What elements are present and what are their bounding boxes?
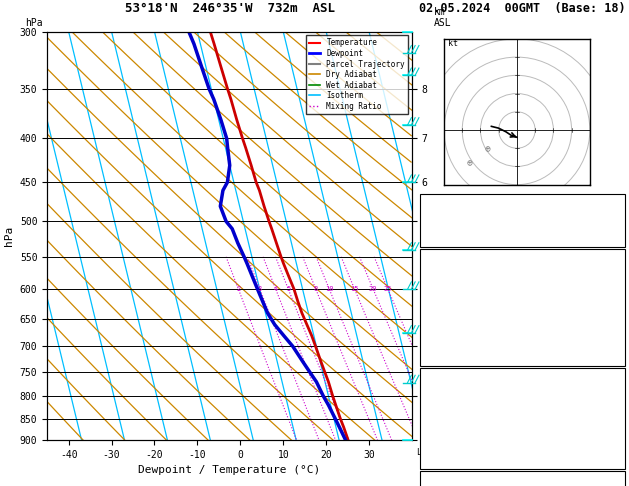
Text: 20: 20 — [369, 286, 377, 292]
Text: 25: 25 — [384, 286, 392, 292]
Text: CIN (J): CIN (J) — [422, 451, 463, 462]
Text: 1.5: 1.5 — [605, 284, 623, 295]
Text: PW (cm): PW (cm) — [422, 229, 463, 240]
Text: 02.05.2024  00GMT  (Base: 18): 02.05.2024 00GMT (Base: 18) — [419, 1, 625, 15]
Text: 3: 3 — [617, 419, 623, 430]
Text: LCL: LCL — [416, 448, 431, 457]
Text: 8: 8 — [314, 286, 318, 292]
Text: CIN (J): CIN (J) — [422, 348, 463, 359]
Text: Lifted Index: Lifted Index — [422, 419, 493, 430]
Text: Surface: Surface — [502, 252, 543, 262]
Text: 301: 301 — [605, 403, 623, 414]
Text: 20: 20 — [611, 197, 623, 208]
Text: 3: 3 — [258, 286, 262, 292]
Text: 53°18'N  246°35'W  732m  ASL: 53°18'N 246°35'W 732m ASL — [125, 1, 335, 15]
Text: ⊕: ⊕ — [467, 158, 472, 169]
Legend: Temperature, Dewpoint, Parcel Trajectory, Dry Adiabat, Wet Adiabat, Isotherm, Mi: Temperature, Dewpoint, Parcel Trajectory… — [306, 35, 408, 114]
Text: θₑ (K): θₑ (K) — [422, 403, 457, 414]
Text: Dewp (°C): Dewp (°C) — [422, 284, 475, 295]
Text: 1.12: 1.12 — [599, 229, 623, 240]
Y-axis label: hPa: hPa — [4, 226, 14, 246]
Text: Totals Totals: Totals Totals — [422, 213, 498, 224]
Text: 2.1: 2.1 — [605, 268, 623, 278]
Text: 45: 45 — [611, 213, 623, 224]
Text: Lifted Index: Lifted Index — [422, 316, 493, 327]
Text: 0: 0 — [617, 451, 623, 462]
Text: 5: 5 — [286, 286, 291, 292]
Text: 0: 0 — [617, 332, 623, 343]
Text: kt: kt — [448, 39, 458, 48]
Text: 10: 10 — [611, 316, 623, 327]
Text: © weatheronline.co.uk: © weatheronline.co.uk — [520, 471, 625, 480]
Text: 650: 650 — [605, 387, 623, 398]
Text: Pressure (mb): Pressure (mb) — [422, 387, 498, 398]
Text: 4: 4 — [274, 286, 278, 292]
Text: Temp (°C): Temp (°C) — [422, 268, 475, 278]
Text: hPa: hPa — [25, 17, 43, 28]
Text: CAPE (J): CAPE (J) — [422, 332, 469, 343]
Text: Hodograph: Hodograph — [496, 474, 549, 485]
Text: Most Unstable: Most Unstable — [484, 371, 560, 382]
Text: 0: 0 — [617, 348, 623, 359]
Text: K: K — [422, 197, 428, 208]
Text: 15: 15 — [350, 286, 359, 292]
Text: km
ASL: km ASL — [434, 7, 452, 28]
Text: 2: 2 — [237, 286, 240, 292]
Text: 293: 293 — [605, 300, 623, 311]
Text: ⊕: ⊕ — [485, 144, 491, 154]
Text: 0: 0 — [617, 435, 623, 446]
Text: CAPE (J): CAPE (J) — [422, 435, 469, 446]
Text: θₑ(K): θₑ(K) — [422, 300, 452, 311]
Text: 10: 10 — [325, 286, 333, 292]
X-axis label: Dewpoint / Temperature (°C): Dewpoint / Temperature (°C) — [138, 465, 321, 475]
